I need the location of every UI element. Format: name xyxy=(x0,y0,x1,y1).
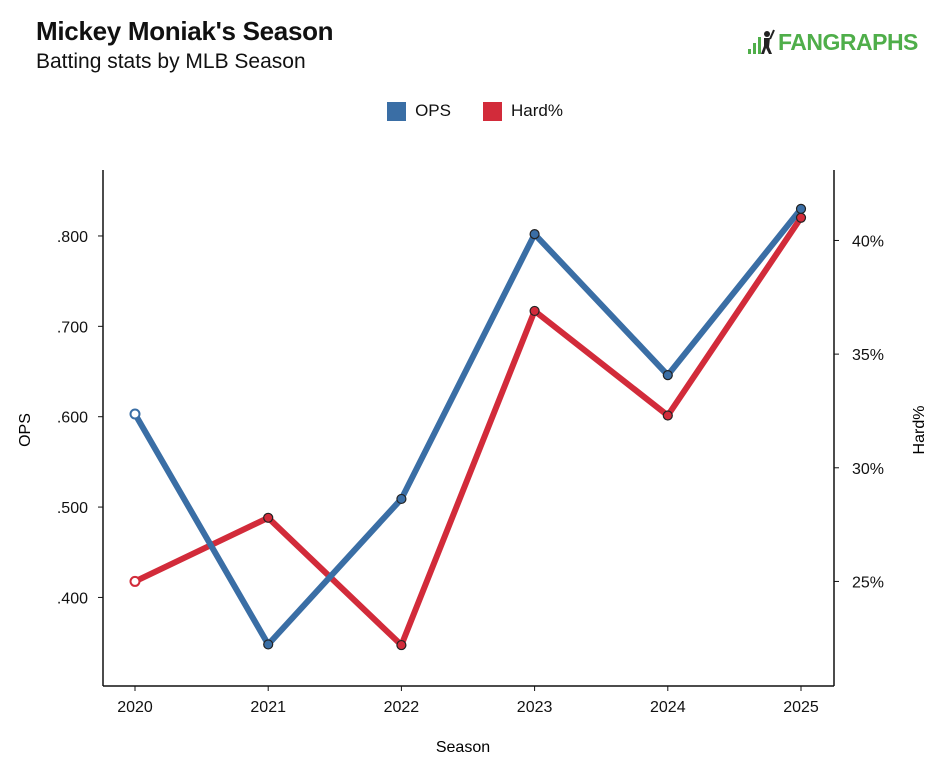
y-left-tick-label: .400 xyxy=(57,590,88,607)
chart-subtitle: Batting stats by MLB Season xyxy=(36,50,306,73)
x-tick-label: 2024 xyxy=(650,699,686,716)
x-tick-label: 2020 xyxy=(117,699,153,716)
fangraphs-logo[interactable]: FANGRAPHS xyxy=(747,28,918,56)
chart-title: Mickey Moniak's Season xyxy=(36,16,334,46)
series-layer xyxy=(129,203,807,651)
y-left-tick-label: .800 xyxy=(57,229,88,246)
y-left-tick-label: .600 xyxy=(57,410,88,427)
data-point-hard xyxy=(795,212,807,223)
legend-label-hard: Hard% xyxy=(510,101,563,120)
data-point-ops xyxy=(129,408,141,420)
legend-item-hard[interactable]: Hard% xyxy=(482,101,563,121)
fangraphs-logo-icon xyxy=(748,29,775,54)
logo-text: FANGRAPHS xyxy=(778,28,918,55)
y-right-tick-label: 30% xyxy=(852,461,884,478)
y-axis-right-label: Hard% xyxy=(911,406,928,455)
data-point-hard xyxy=(396,639,407,651)
series-line-hard xyxy=(132,214,804,649)
axes: .400 .500 .600 .700 .800 25% 30% 35% 40% 2020 2021… xyxy=(57,170,884,716)
y-right-tick-label: 35% xyxy=(852,347,884,364)
x-tick-label: 2025 xyxy=(783,699,819,716)
legend-swatch-hard xyxy=(482,101,502,121)
data-point-ops xyxy=(662,370,673,381)
legend: OPS Hard% xyxy=(0,101,950,121)
y-left-tick-label: .700 xyxy=(57,319,88,336)
data-point-hard xyxy=(529,305,540,317)
data-point-ops xyxy=(529,229,540,240)
series-line-ops xyxy=(132,205,804,648)
y-axis-left-label: OPS xyxy=(17,413,34,447)
x-axis-label: Season xyxy=(436,739,490,756)
legend-swatch-ops xyxy=(387,101,407,121)
legend-item-ops[interactable]: OPS xyxy=(387,101,451,121)
data-point-ops xyxy=(795,203,807,214)
data-point-ops xyxy=(396,493,407,505)
x-tick-label: 2021 xyxy=(250,699,286,716)
data-point-ops xyxy=(263,639,274,650)
data-point-hard xyxy=(263,512,274,523)
data-point-hard xyxy=(662,410,673,421)
legend-label-ops: OPS xyxy=(415,101,451,120)
x-tick-label: 2023 xyxy=(517,699,553,716)
x-tick-label: 2022 xyxy=(384,699,420,716)
y-right-tick-label: 25% xyxy=(852,574,884,591)
y-left-tick-label: .500 xyxy=(57,500,88,517)
data-point-hard xyxy=(129,575,141,587)
y-right-tick-label: 40% xyxy=(852,233,884,250)
